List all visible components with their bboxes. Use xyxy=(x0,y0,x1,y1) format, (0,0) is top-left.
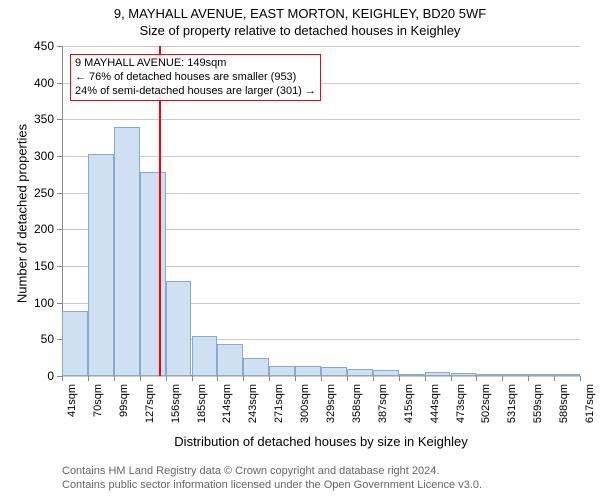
histogram-bar xyxy=(399,374,425,376)
y-tick-label: 50 xyxy=(24,332,54,346)
x-tick-label: 70sqm xyxy=(92,384,104,417)
x-axis-title: Distribution of detached houses by size … xyxy=(62,434,580,449)
x-tick-label: 41sqm xyxy=(66,384,78,417)
x-tick-label: 502sqm xyxy=(480,384,492,423)
histogram-bar xyxy=(476,374,502,376)
x-tick-label: 358sqm xyxy=(351,384,363,423)
x-tick-mark xyxy=(295,376,296,381)
histogram-bar xyxy=(528,374,554,376)
footer-line1: Contains HM Land Registry data © Crown c… xyxy=(62,464,482,478)
gridline xyxy=(62,156,580,157)
histogram-bar xyxy=(88,154,114,376)
annotation-box: 9 MAYHALL AVENUE: 149sqm← 76% of detache… xyxy=(70,54,321,101)
x-tick-mark xyxy=(217,376,218,381)
x-tick-mark xyxy=(88,376,89,381)
x-tick-mark xyxy=(580,376,581,381)
histogram-bar xyxy=(140,172,166,376)
histogram-bar xyxy=(425,372,451,376)
x-tick-mark xyxy=(554,376,555,381)
x-tick-mark xyxy=(451,376,452,381)
footer-line2: Contains public sector information licen… xyxy=(62,478,482,492)
histogram-bar xyxy=(347,369,373,376)
chart-title-sub: Size of property relative to detached ho… xyxy=(0,21,600,38)
histogram-bar xyxy=(554,374,580,376)
histogram-bar xyxy=(451,373,477,376)
x-tick-mark xyxy=(476,376,477,381)
x-tick-label: 559sqm xyxy=(532,384,544,423)
histogram-bar xyxy=(269,366,295,376)
y-tick-label: 400 xyxy=(24,76,54,90)
histogram-bar xyxy=(295,366,321,376)
footer-note: Contains HM Land Registry data © Crown c… xyxy=(62,464,482,493)
x-tick-label: 99sqm xyxy=(118,384,130,417)
plot-area: 0501001502002503003504004509 MAYHALL AVE… xyxy=(62,46,580,376)
x-tick-label: 243sqm xyxy=(247,384,259,423)
x-tick-label: 444sqm xyxy=(429,384,441,423)
chart-title-main: 9, MAYHALL AVENUE, EAST MORTON, KEIGHLEY… xyxy=(0,0,600,21)
x-tick-label: 329sqm xyxy=(325,384,337,423)
histogram-bar xyxy=(217,344,243,376)
x-tick-mark xyxy=(321,376,322,381)
y-axis-title: Number of detached properties xyxy=(15,114,30,314)
x-tick-label: 415sqm xyxy=(403,384,415,423)
x-tick-label: 300sqm xyxy=(299,384,311,423)
y-tick-label: 0 xyxy=(24,369,54,383)
x-tick-mark xyxy=(62,376,63,381)
annotation-line: ← 76% of detached houses are smaller (95… xyxy=(75,71,316,85)
annotation-line: 9 MAYHALL AVENUE: 149sqm xyxy=(75,57,316,71)
histogram-bar xyxy=(502,374,528,376)
x-tick-mark xyxy=(528,376,529,381)
x-tick-mark xyxy=(166,376,167,381)
x-tick-mark xyxy=(502,376,503,381)
histogram-bar xyxy=(192,336,218,376)
x-tick-label: 214sqm xyxy=(221,384,233,423)
gridline xyxy=(62,119,580,120)
histogram-bar xyxy=(114,127,140,376)
x-tick-mark xyxy=(347,376,348,381)
histogram-bar xyxy=(166,281,192,376)
x-tick-label: 156sqm xyxy=(170,384,182,423)
y-tick-label: 450 xyxy=(24,39,54,53)
histogram-bar xyxy=(243,358,269,376)
x-tick-mark xyxy=(192,376,193,381)
x-tick-mark xyxy=(140,376,141,381)
x-tick-mark xyxy=(243,376,244,381)
x-tick-mark xyxy=(373,376,374,381)
x-tick-label: 387sqm xyxy=(377,384,389,423)
x-tick-label: 271sqm xyxy=(273,384,285,423)
histogram-bar xyxy=(62,311,88,376)
annotation-line: 24% of semi-detached houses are larger (… xyxy=(75,85,316,99)
gridline xyxy=(62,46,580,47)
x-tick-mark xyxy=(269,376,270,381)
x-tick-label: 473sqm xyxy=(455,384,467,423)
x-tick-label: 185sqm xyxy=(196,384,208,423)
x-tick-mark xyxy=(425,376,426,381)
x-tick-mark xyxy=(399,376,400,381)
histogram-bar xyxy=(321,367,347,376)
x-tick-mark xyxy=(114,376,115,381)
x-tick-label: 588sqm xyxy=(558,384,570,423)
x-tick-label: 127sqm xyxy=(144,384,156,423)
histogram-bar xyxy=(373,370,399,376)
x-tick-label: 617sqm xyxy=(584,384,596,423)
x-tick-label: 531sqm xyxy=(506,384,518,423)
